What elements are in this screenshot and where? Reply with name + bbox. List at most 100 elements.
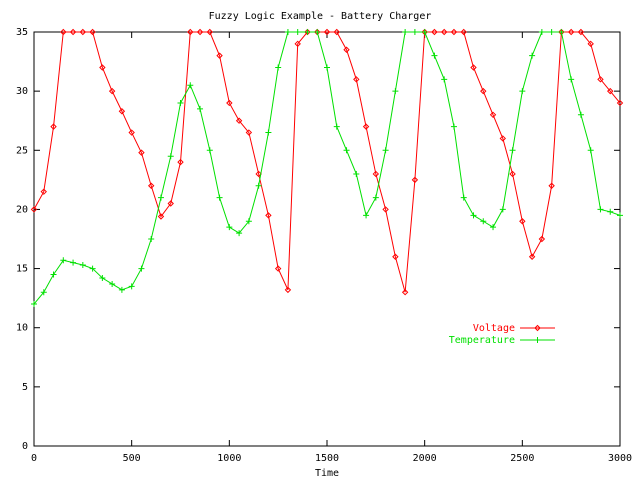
point-marker — [40, 289, 47, 296]
point-marker — [480, 218, 487, 225]
point-marker — [323, 28, 331, 36]
point-marker — [577, 28, 585, 36]
point-marker — [245, 218, 252, 225]
point-marker — [109, 280, 116, 287]
point-marker — [392, 253, 399, 260]
point-marker — [529, 52, 536, 59]
point-marker — [509, 147, 516, 154]
point-marker — [450, 123, 457, 130]
point-marker — [275, 64, 282, 71]
point-marker — [197, 105, 204, 112]
point-marker — [617, 212, 623, 219]
series-line — [33, 31, 621, 293]
point-marker — [597, 76, 604, 83]
point-marker — [60, 257, 67, 264]
point-marker — [460, 28, 467, 36]
point-marker — [187, 28, 194, 36]
point-marker — [587, 147, 594, 154]
point-marker — [89, 265, 96, 272]
x-tick-label: 2500 — [510, 453, 534, 464]
point-marker — [50, 271, 57, 278]
point-marker — [226, 99, 233, 107]
point-marker — [587, 40, 594, 48]
point-marker — [89, 28, 96, 36]
x-tick-label: 3000 — [608, 453, 632, 464]
x-axis-label: Time — [315, 468, 339, 479]
point-marker — [206, 147, 213, 154]
point-marker — [99, 64, 106, 71]
point-marker — [616, 99, 624, 107]
point-marker — [333, 123, 340, 130]
x-tick-label: 500 — [123, 453, 141, 464]
y-tick-label: 5 — [22, 382, 28, 393]
point-marker — [265, 212, 272, 219]
point-marker — [245, 129, 253, 136]
point-marker — [509, 170, 516, 178]
point-marker — [236, 230, 243, 237]
point-marker — [441, 76, 448, 83]
chart-title: Fuzzy Logic Example - Battery Charger — [209, 11, 432, 22]
point-marker — [138, 149, 145, 156]
point-marker — [60, 28, 67, 36]
y-tick-label: 35 — [16, 27, 28, 38]
point-marker — [450, 28, 458, 36]
point-marker — [528, 253, 536, 260]
point-marker — [274, 265, 282, 272]
point-marker — [128, 129, 135, 136]
point-marker — [79, 262, 86, 269]
legend-marker — [534, 324, 541, 332]
point-marker — [50, 123, 57, 130]
point-marker — [411, 176, 419, 184]
point-marker — [206, 28, 214, 36]
point-marker — [470, 64, 477, 71]
point-marker — [333, 28, 340, 36]
point-marker — [548, 29, 555, 35]
point-marker — [440, 28, 448, 36]
point-marker — [118, 108, 126, 115]
point-marker — [568, 76, 575, 83]
point-marker — [431, 28, 438, 36]
x-tick-label: 2000 — [413, 453, 437, 464]
point-marker — [69, 28, 77, 36]
legend-marker — [534, 337, 541, 343]
point-marker — [470, 212, 477, 219]
point-marker — [187, 82, 194, 89]
x-tick-label: 1500 — [315, 453, 339, 464]
point-marker — [304, 29, 311, 35]
y-tick-label: 20 — [16, 204, 28, 215]
point-marker — [99, 275, 106, 282]
point-marker — [480, 87, 487, 95]
point-marker — [362, 123, 370, 130]
point-marker — [372, 170, 380, 178]
point-marker — [538, 29, 545, 35]
point-marker — [597, 206, 604, 213]
point-marker — [167, 200, 174, 207]
point-marker — [216, 194, 223, 201]
point-marker — [519, 218, 526, 225]
point-marker — [607, 208, 614, 215]
legend-label: Temperature — [449, 335, 515, 346]
point-marker — [216, 52, 223, 59]
y-tick-label: 10 — [16, 323, 28, 334]
point-marker — [196, 28, 204, 36]
point-marker — [490, 224, 497, 231]
point-marker — [402, 29, 409, 35]
point-marker — [235, 117, 243, 124]
point-marker — [167, 153, 174, 160]
point-marker — [177, 158, 184, 166]
x-tick-label: 1000 — [217, 453, 241, 464]
point-marker — [284, 286, 292, 294]
point-marker — [343, 46, 350, 53]
point-marker — [577, 111, 584, 118]
point-marker — [460, 194, 467, 201]
point-marker — [255, 182, 262, 189]
point-marker — [519, 88, 526, 95]
point-marker — [421, 29, 428, 35]
point-marker — [353, 170, 360, 177]
point-marker — [31, 301, 37, 308]
point-marker — [353, 76, 360, 83]
point-marker — [314, 29, 321, 35]
y-tick-label: 30 — [16, 86, 28, 97]
